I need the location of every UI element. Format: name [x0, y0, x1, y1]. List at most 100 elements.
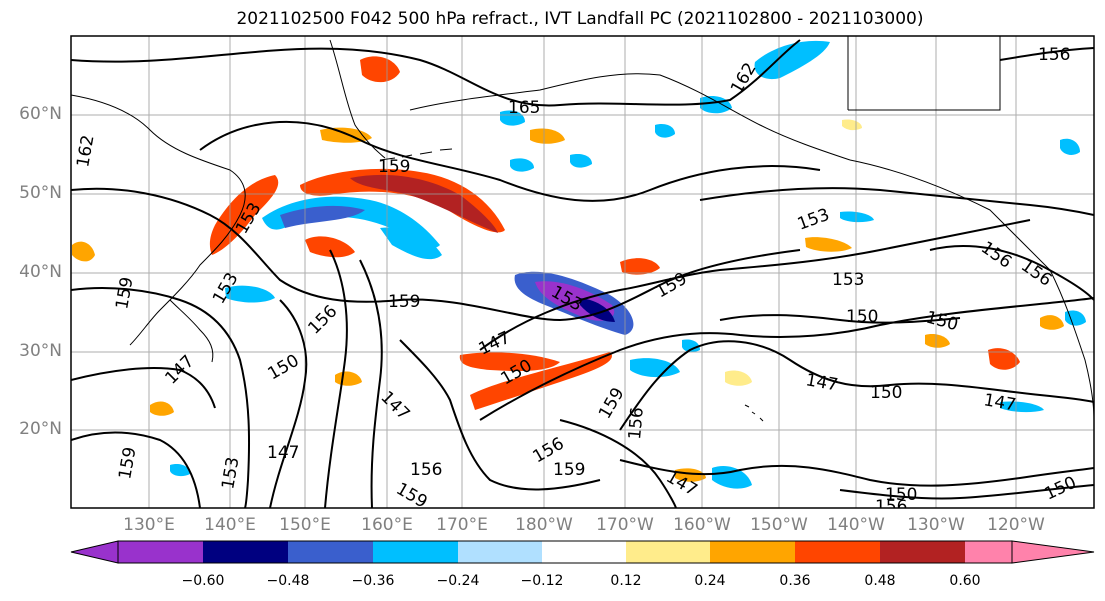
lon-label: 150°E	[279, 515, 331, 535]
negative-anomaly-region	[170, 464, 190, 477]
negative-anomaly-region	[380, 227, 442, 260]
contour-label: 165	[508, 98, 540, 118]
contour-line	[71, 287, 251, 508]
asia-coastline	[71, 94, 246, 346]
negative-anomaly-region	[1060, 138, 1080, 155]
north-america-coastline	[849, 159, 1094, 421]
lat-label: 40°N	[19, 262, 62, 282]
colorbar-segment	[288, 541, 373, 563]
contour-line	[839, 484, 1094, 500]
contour-line	[719, 314, 961, 324]
contour-line	[399, 339, 601, 491]
lat-label: 50°N	[19, 183, 62, 203]
colorbar-segment	[118, 541, 203, 563]
positive-anomaly-region	[988, 348, 1020, 370]
positive-anomaly-region	[842, 119, 862, 131]
negative-anomaly-region	[655, 124, 675, 138]
contour-line	[559, 419, 677, 508]
colorbar-tick-label: 0.12	[610, 573, 642, 589]
negative-anomaly-region	[225, 285, 275, 303]
lat-label: 60°N	[19, 104, 62, 124]
colorbar-segment	[373, 541, 458, 563]
positive-anomaly-region	[530, 128, 565, 144]
lon-label: 130°W	[907, 515, 965, 535]
lon-label: 160°E	[361, 515, 413, 535]
colorbar-tick-label: 0.24	[694, 573, 726, 589]
colorbar-segment	[710, 541, 795, 563]
colorbar-segment	[880, 541, 965, 563]
negative-anomaly-region	[570, 154, 592, 168]
positive-anomaly-region	[305, 236, 355, 258]
colorbar-tick-label: −0.60	[181, 573, 225, 589]
positive-anomaly-region	[620, 258, 660, 275]
lon-label: 170°E	[436, 515, 488, 535]
positive-anomaly-region	[1040, 315, 1064, 330]
map-title: 2021102500 F042 500 hPa refract., IVT La…	[236, 9, 924, 29]
contour-label: 153	[832, 270, 864, 290]
colorbar-high-extension	[1011, 540, 1095, 564]
contour-label: 156	[410, 460, 442, 480]
negative-anomaly-region	[1065, 310, 1086, 326]
negative-anomaly-region	[840, 211, 874, 223]
colorbar-tick-label: 0.36	[779, 573, 811, 589]
contour-line	[71, 187, 801, 322]
contour-line	[999, 47, 1094, 61]
colorbar-segment	[965, 541, 1012, 563]
positive-anomaly-region	[360, 56, 400, 83]
lon-label: 130°E	[123, 515, 175, 535]
positive-anomaly-region	[675, 468, 706, 482]
kamchatka-coastline	[329, 39, 386, 159]
contour-line	[71, 39, 801, 107]
negative-anomaly-region	[1000, 401, 1044, 413]
map-frame	[70, 35, 1095, 509]
negative-anomaly-region	[280, 205, 365, 228]
lon-label: 140°E	[204, 515, 256, 535]
positive-anomaly-region	[300, 168, 505, 233]
colorbar-tick-label: −0.36	[351, 573, 395, 589]
lat-label: 30°N	[19, 341, 62, 361]
positive-anomaly-region	[150, 401, 174, 416]
contour-label: 150	[846, 307, 878, 327]
lon-label: 180°W	[515, 515, 573, 535]
contour-line	[479, 219, 1031, 351]
positive-anomaly-region	[459, 352, 560, 372]
contour-label: 159	[378, 157, 410, 177]
colorbar-segment	[795, 541, 880, 563]
negative-anomaly-region	[754, 40, 830, 80]
negative-anomaly-region	[712, 465, 752, 489]
japan-coastline	[169, 299, 214, 363]
colorbar-tick-label: −0.24	[436, 573, 480, 589]
colorbar-segment	[458, 541, 542, 563]
colorbar-tick-label: −0.12	[520, 573, 564, 589]
colorbar-tick-label: −0.48	[266, 573, 310, 589]
colorbar-segment	[542, 541, 626, 563]
contour-line	[479, 297, 1094, 421]
lon-label: 160°W	[673, 515, 731, 535]
colorbar-tick-label: 0.60	[949, 573, 981, 589]
lon-label: 150°W	[750, 515, 808, 535]
contour-label: 156	[1038, 45, 1070, 65]
positive-anomaly-region	[72, 241, 95, 262]
contour-label: 159	[553, 460, 585, 480]
lat-label: 20°N	[19, 419, 62, 439]
contour-line	[619, 340, 1094, 431]
contour-line	[929, 244, 1094, 301]
hawaii	[744, 404, 764, 422]
contour-label: 156	[625, 406, 648, 440]
lon-label: 170°W	[596, 515, 654, 535]
contour-line	[269, 299, 308, 508]
positive-anomaly-region	[805, 237, 852, 252]
contour-line	[359, 259, 383, 508]
contour-label: 156	[875, 497, 907, 517]
alaska-coastline	[409, 73, 851, 161]
contour-line	[324, 249, 348, 508]
negative-anomaly-region	[580, 298, 615, 322]
contour-label: 147	[267, 443, 299, 463]
canada-border	[847, 36, 1001, 111]
contour-line	[619, 459, 1094, 487]
colorbar-segment	[626, 541, 710, 563]
contour-label: 150	[885, 485, 917, 505]
positive-anomaly-region	[925, 334, 950, 348]
refractivity-contours	[71, 39, 1094, 508]
